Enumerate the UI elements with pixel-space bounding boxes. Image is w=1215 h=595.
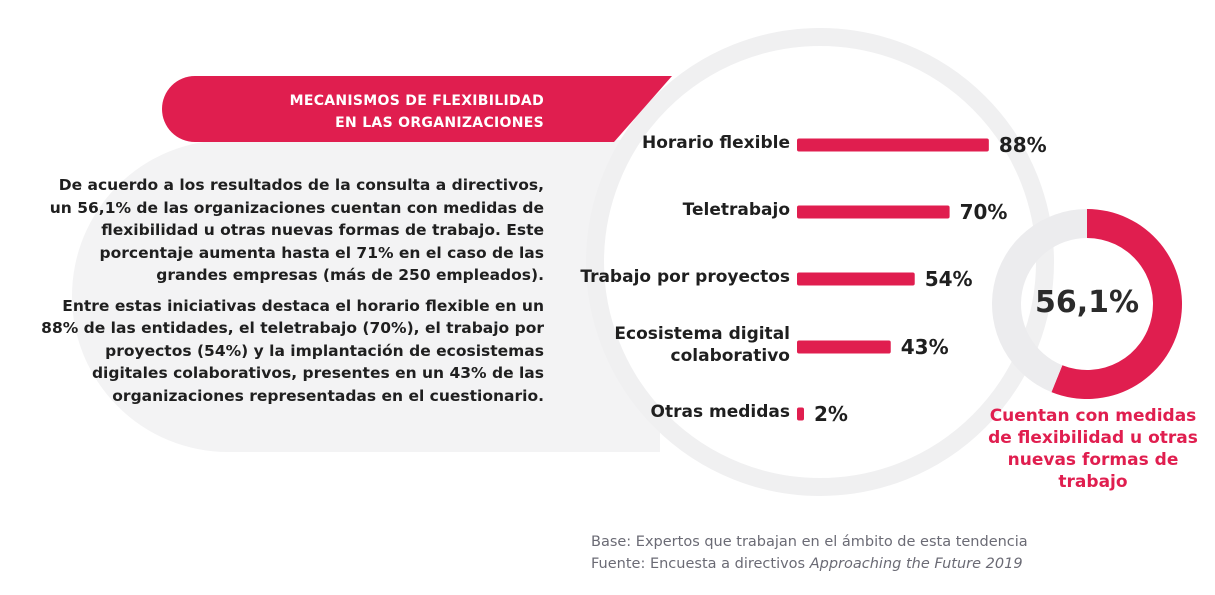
- bar-5: [797, 407, 804, 421]
- bar-category-label: Horario flexible: [642, 132, 790, 154]
- bar-2: [797, 205, 950, 219]
- footnote-source: Fuente: Encuesta a directivos Approachin…: [591, 554, 1023, 574]
- chart-title: MECANISMOS DE FLEXIBILIDAD EN LAS ORGANI…: [190, 90, 544, 134]
- bar-category-label: Teletrabajo: [683, 199, 790, 221]
- bar-value-label: 88%: [998, 133, 1047, 157]
- bar-category-label: Ecosistema digital colaborativo: [614, 323, 790, 367]
- title-line-1: MECANISMOS DE FLEXIBILIDAD: [289, 93, 544, 109]
- bar-1: [797, 138, 989, 152]
- donut-center-label: 56,1%: [1034, 285, 1140, 320]
- title-band-shape: [162, 76, 672, 142]
- bar-category-label: Otras medidas: [651, 401, 790, 423]
- donut-chart: [991, 209, 1183, 399]
- bar-category-label-line: Otras medidas: [650, 402, 790, 422]
- footnote-base: Base: Expertos que trabajan en el ámbito…: [591, 534, 1028, 550]
- bar-3: [797, 272, 915, 286]
- bar-value-label: 54%: [924, 267, 973, 291]
- bar-value-label: 2%: [814, 402, 848, 426]
- intro-paragraph-1: De acuerdo a los resultados de la consul…: [49, 176, 544, 284]
- donut-caption: Cuentan con medidas de flexibilidad u ot…: [988, 406, 1198, 492]
- bar-value-label: 70%: [959, 200, 1008, 224]
- bar-value-label: 43%: [900, 335, 949, 359]
- donut-slice-highlight: [1051, 209, 1183, 399]
- intro-paragraph-2: Entre estas iniciativas destaca el horar…: [41, 296, 544, 405]
- footnote-source-title: Approaching the Future 2019: [809, 556, 1023, 572]
- intro-text: De acuerdo a los resultados de la consul…: [40, 174, 544, 415]
- bar-category-label-line: Ecosistema digital: [614, 324, 790, 344]
- bar-category-label: Trabajo por proyectos: [580, 266, 790, 288]
- bar-category-label-line: colaborativo: [670, 346, 790, 366]
- bar-4: [797, 340, 891, 354]
- title-line-2: EN LAS ORGANIZACIONES: [335, 115, 544, 131]
- footnote-source-prefix: Fuente: Encuesta a directivos: [591, 556, 810, 572]
- bar-category-label-line: Horario flexible: [641, 133, 790, 153]
- bar-chart: [797, 138, 989, 421]
- bar-category-label-line: Trabajo por proyectos: [580, 267, 790, 287]
- intro-panel: [72, 140, 660, 452]
- donut-slice-remainder: [991, 209, 1087, 393]
- bar-category-label-line: Teletrabajo: [682, 200, 790, 220]
